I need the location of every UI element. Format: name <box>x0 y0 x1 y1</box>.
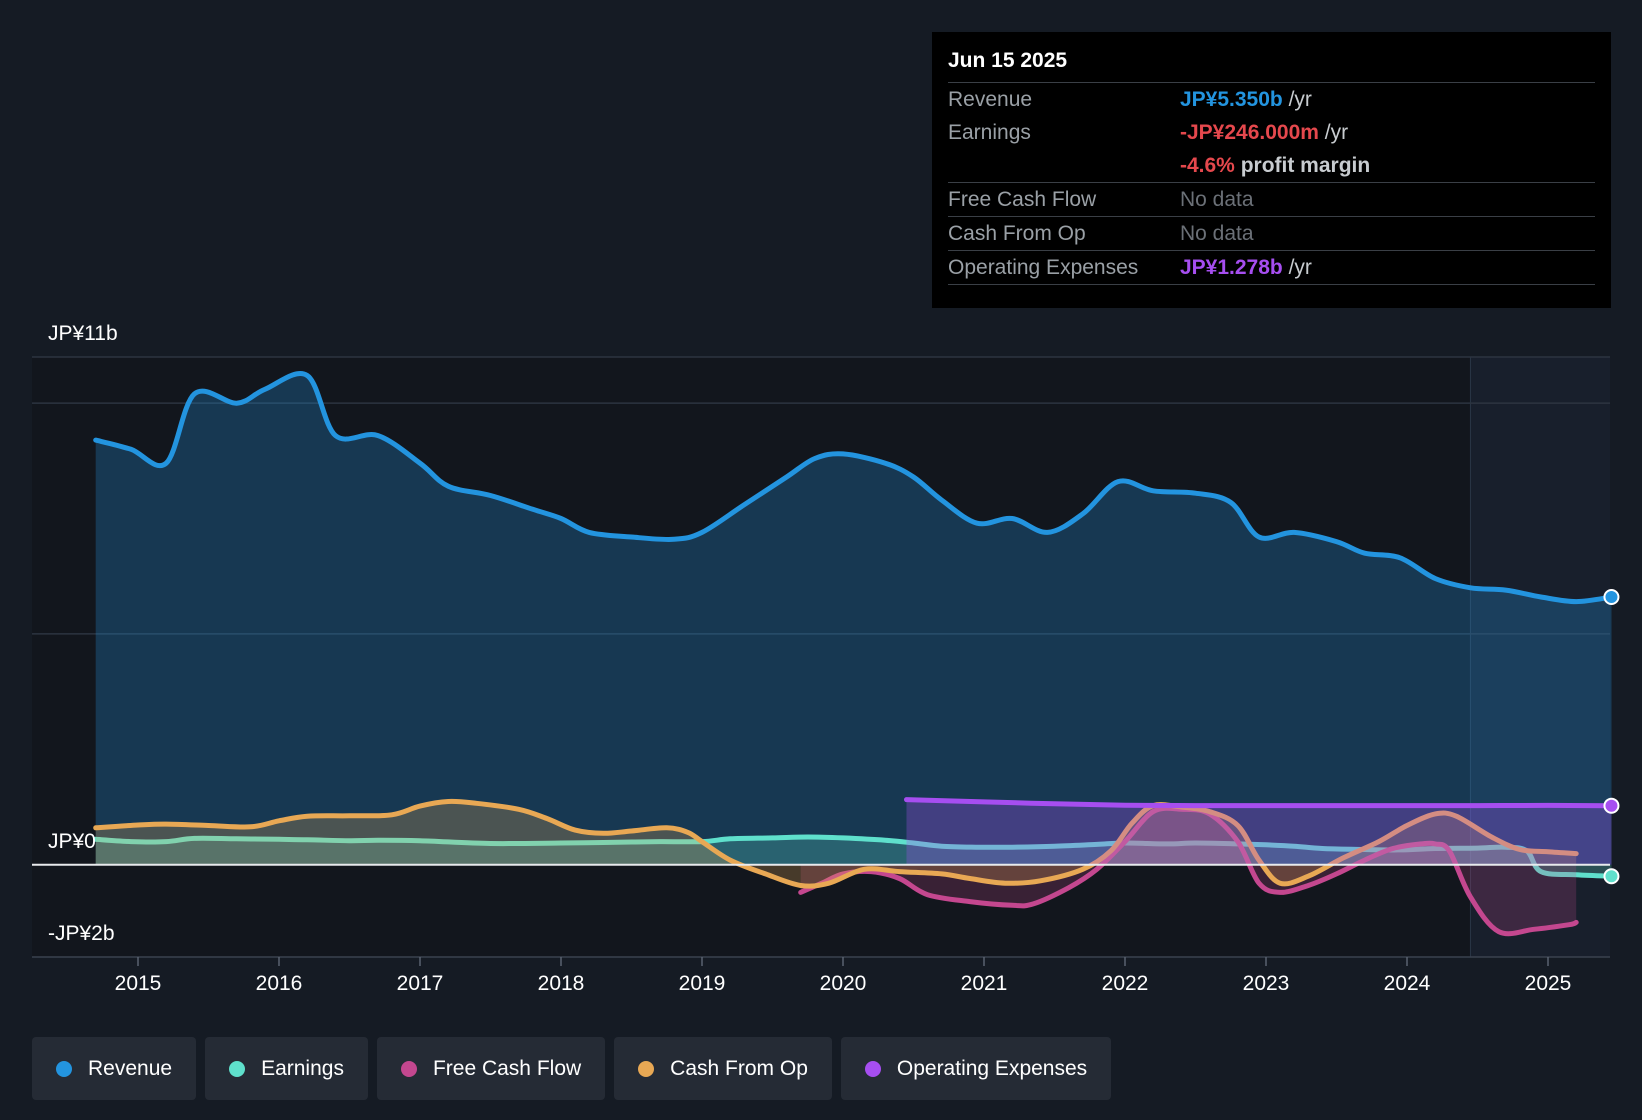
tooltip-row-revenue: Revenue JP¥5.350b /yr <box>948 83 1595 116</box>
x-tick-label: 2024 <box>1384 972 1431 995</box>
legend-dot-icon <box>56 1060 72 1077</box>
tooltip-key: Revenue <box>948 88 1033 111</box>
x-tick-label: 2025 <box>1525 972 1572 995</box>
tooltip-value: -4.6% <box>1180 154 1235 177</box>
tooltip-key: Operating Expenses <box>948 256 1139 279</box>
end-markers <box>1603 589 1620 885</box>
legend-label: Revenue <box>88 1056 173 1080</box>
hover-tooltip: Jun 15 2025 Revenue JP¥5.350b /yr Earnin… <box>932 32 1611 308</box>
x-tick-label: 2021 <box>961 972 1008 995</box>
legend-item-free-cash-flow[interactable]: Free Cash Flow <box>376 1037 606 1100</box>
x-tick-label: 2018 <box>538 972 585 995</box>
legend-item-earnings[interactable]: Earnings <box>205 1037 368 1100</box>
tooltip-suffix: /yr <box>1282 256 1312 279</box>
area-revenue <box>95 373 1612 865</box>
tooltip-row-cash-from-op: Cash From Op No data <box>948 217 1595 251</box>
tooltip-key: Free Cash Flow <box>948 188 1097 211</box>
tooltip-row-operating-expenses: Operating Expenses JP¥1.278b /yr <box>948 251 1595 285</box>
end-marker-earnings <box>1603 868 1620 885</box>
legend-item-cash-from-op[interactable]: Cash From Op <box>614 1037 832 1100</box>
y-axis-zero-label: JP¥0 <box>48 830 96 853</box>
series-layer <box>93 371 1614 937</box>
legend-item-operating-expenses[interactable]: Operating Expenses <box>840 1037 1112 1100</box>
tooltip-value: No data <box>1180 222 1254 245</box>
x-tick-label: 2016 <box>256 972 303 995</box>
tooltip-key <box>948 149 1180 182</box>
tooltip-date: Jun 15 2025 <box>948 46 1595 83</box>
line-revenue <box>93 371 1614 605</box>
x-tick-label: 2017 <box>397 972 444 995</box>
end-marker-operating-expenses <box>1603 797 1620 814</box>
legend-label: Earnings <box>261 1056 344 1080</box>
x-tick-label: 2022 <box>1102 972 1149 995</box>
x-tick-label: 2023 <box>1243 972 1290 995</box>
legend-dot-icon <box>638 1060 655 1077</box>
legend-dot-icon <box>229 1060 246 1077</box>
legend-label: Cash From Op <box>670 1056 808 1080</box>
tooltip-key: Cash From Op <box>948 222 1086 245</box>
x-axis-ticks: 2015 2016 2017 2018 2019 2020 2021 2022 2023 2024… <box>115 957 1572 995</box>
tooltip-value: -JP¥246.000m <box>1180 121 1319 144</box>
tooltip-value: No data <box>1180 188 1254 211</box>
x-tick-label: 2015 <box>115 972 162 995</box>
tooltip-value: JP¥5.350b <box>1180 88 1283 111</box>
end-marker-revenue <box>1603 589 1620 605</box>
tooltip-suffix: /yr <box>1282 88 1312 111</box>
tooltip-key: Earnings <box>948 121 1031 144</box>
x-tick-label: 2019 <box>679 972 726 995</box>
line-earnings <box>93 834 1614 879</box>
legend-label: Operating Expenses <box>896 1056 1088 1080</box>
line-free-cash-flow <box>798 805 1579 937</box>
area-cash-from-op <box>95 801 1577 887</box>
tooltip-suffix: /yr <box>1318 121 1349 144</box>
y-axis-bottom-label: -JP¥2b <box>48 922 115 945</box>
line-cash-from-op <box>93 798 1579 889</box>
tooltip-suffix: profit margin <box>1234 154 1371 177</box>
legend-dot-icon <box>864 1060 881 1077</box>
forecast-region <box>1470 357 1610 957</box>
area-operating-expenses <box>906 799 1612 865</box>
legend-label: Free Cash Flow <box>432 1056 582 1080</box>
y-axis-top-label: JP¥11b <box>48 322 118 345</box>
tooltip-row-free-cash-flow: Free Cash Flow No data <box>948 183 1595 217</box>
area-earnings <box>95 837 1612 877</box>
legend-dot-icon <box>400 1060 417 1077</box>
chart-legend: Revenue Earnings Free Cash Flow Cash Fro… <box>32 1037 1120 1100</box>
tooltip-value: JP¥1.278b <box>1180 256 1283 279</box>
chart-canvas: JP¥11b JP¥0 -JP¥2b 2015 2016 2017 2018 2019 2… <box>32 322 1620 995</box>
line-operating-expenses <box>904 797 1614 809</box>
tooltip-row-profit-margin: -4.6% profit margin <box>948 149 1595 183</box>
x-tick-label: 2020 <box>820 972 867 995</box>
gridlines <box>32 356 1610 958</box>
tooltip-row-earnings: Earnings -JP¥246.000m /yr <box>948 116 1595 149</box>
legend-item-revenue[interactable]: Revenue <box>32 1037 197 1100</box>
